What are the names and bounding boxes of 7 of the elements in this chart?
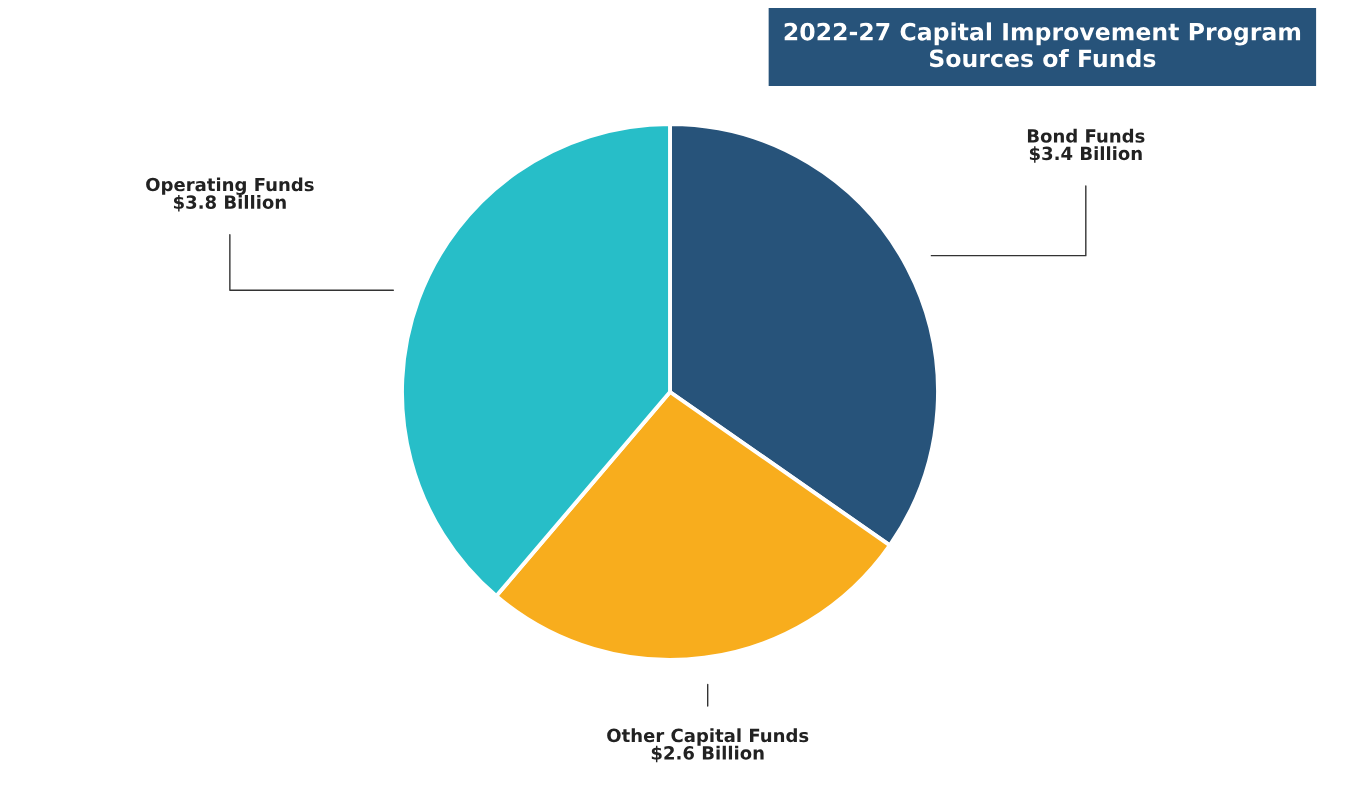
- slice-label: Bond Funds: [1027, 128, 1145, 143]
- data-label: $2.6 Billion: [651, 745, 764, 763]
- slice-label: Other Capital Funds: [607, 728, 809, 746]
- slice-label: Operating Funds: [146, 177, 314, 196]
- data-label: $3.4 Billion: [1029, 146, 1142, 163]
- chart-title: 2022-27 Capital Improvement Program Sources of Funds: [784, 22, 1301, 68]
- data-label: $3.8 Billion: [173, 195, 286, 212]
